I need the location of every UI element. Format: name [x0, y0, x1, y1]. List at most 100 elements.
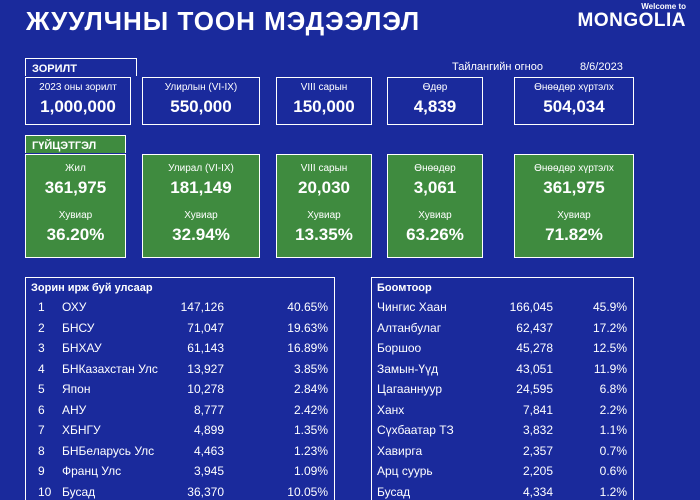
country-rank: 1	[38, 300, 45, 314]
country-name: БНКазахстан Улс	[62, 361, 158, 376]
performance-card-value: 181,149	[170, 178, 232, 197]
country-pct: 1.09%	[293, 464, 328, 478]
country-count: 36,370	[187, 484, 224, 499]
country-count: 71,047	[187, 320, 224, 335]
performance-card: Өнөөдөр хүртэлх 361,975 Хувиар 71.82%	[514, 154, 634, 258]
goal-card: 2023 оны зорилт 1,000,000	[25, 77, 131, 125]
country-count: 3,945	[193, 464, 224, 478]
report-date-value: 8/6/2023	[580, 61, 623, 73]
border-count: 4,334	[522, 484, 553, 499]
country-pct: 2.84%	[293, 382, 328, 396]
performance-card-label: VIII сарын	[300, 163, 348, 174]
performance-card-pct-label: Хувиар	[557, 210, 591, 221]
country-rank: 10	[38, 484, 52, 499]
border-name: Арц суурь	[377, 464, 433, 478]
performance-card-value: 3,061	[413, 178, 457, 197]
table-row: Хавирга 2,357 0.7%	[372, 442, 633, 463]
country-rank: 3	[38, 341, 45, 355]
brand-logo: Welcome to MONGOLIA	[578, 2, 687, 32]
performance-card-pct-label: Хувиар	[58, 210, 93, 221]
brand-welcome: Welcome to	[641, 2, 686, 11]
performance-card-pct-label: Хувиар	[184, 210, 218, 221]
performance-card-label: Өнөөдөр хүртэлх	[534, 163, 614, 174]
country-name: БНБеларусь Улс	[62, 443, 155, 458]
performance-card-pct: 71.82%	[545, 225, 603, 244]
border-count: 2,357	[522, 443, 553, 458]
goal-card: Улирлын (VI-IX) 550,000	[142, 77, 260, 125]
border-count: 3,832	[522, 423, 553, 437]
table-row: Чингис Хаан 166,045 45.9%	[372, 298, 633, 319]
border-name: Хавирга	[377, 443, 423, 458]
country-count: 61,143	[187, 341, 224, 355]
border-pct: 45.9%	[592, 300, 627, 314]
performance-card-value: 361,975	[44, 178, 107, 197]
border-count: 43,051	[516, 361, 553, 376]
table-row: 2 БНСУ 71,047 19.63%	[26, 319, 334, 340]
country-pct: 1.35%	[293, 423, 328, 437]
country-pct: 2.42%	[293, 402, 328, 417]
performance-section-label: ГҮЙЦЭТГЭЛ	[25, 135, 126, 153]
border-pct: 0.7%	[599, 443, 627, 458]
country-name: ОХУ	[62, 300, 87, 314]
page-title: ЖУУЛЧНЫ ТООН МЭДЭЭЛЭЛ	[26, 6, 421, 36]
country-count: 4,899	[193, 423, 224, 437]
performance-card: Жил 361,975 Хувиар 36.20%	[25, 154, 126, 258]
table-row: 8 БНБеларусь Улс 4,463 1.23%	[26, 442, 334, 463]
border-pct: 11.9%	[593, 361, 627, 376]
country-count: 10,278	[187, 382, 224, 396]
performance-card-pct: 32.94%	[172, 225, 230, 244]
goal-card-value: 150,000	[293, 97, 355, 116]
country-rank: 7	[38, 423, 45, 437]
country-name: БНСУ	[62, 320, 95, 335]
country-count: 8,777	[193, 402, 224, 417]
border-name: Боршоо	[377, 341, 422, 355]
goal-card-label: Өнөөдөр хүртэлх	[534, 82, 614, 93]
table-row: 3 БНХАУ 61,143 16.89%	[26, 339, 334, 360]
performance-card-pct-label: Хувиар	[307, 210, 341, 221]
table-row: Цагааннуур 24,595 6.8%	[372, 380, 633, 401]
performance-card-value: 361,975	[543, 178, 605, 197]
table-row: 10 Бусад 36,370 10.05%	[26, 483, 334, 500]
country-name: ХБНГУ	[62, 423, 101, 437]
report-date-label: Тайлангийн огноо	[452, 61, 543, 73]
border-name: Бусад	[377, 484, 411, 499]
border-pct: 1.1%	[599, 423, 627, 437]
countries-panel: Зорин ирж буй улсаар 1 ОХУ 147,126 40.65% 2 Б…	[25, 277, 335, 500]
goal-card: Өнөөдөр хүртэлх 504,034	[514, 77, 634, 125]
performance-card-pct-label: Хувиар	[418, 210, 452, 221]
country-count: 4,463	[193, 443, 224, 458]
border-pct: 2.2%	[599, 402, 627, 417]
table-row: 6 АНУ 8,777 2.42%	[26, 401, 334, 422]
border-name: Алтанбулаг	[377, 320, 442, 335]
border-name: Ханх	[377, 402, 405, 417]
borders-panel: Боомтоор Чингис Хаан 166,045 45.9% Алтанбул…	[371, 277, 634, 500]
goal-card-value: 4,839	[413, 97, 457, 116]
table-row: 4 БНКазахстан Улс 13,927 3.85%	[26, 360, 334, 381]
performance-card-pct: 13.35%	[295, 225, 353, 244]
table-row: 9 Франц Улс 3,945 1.09%	[26, 462, 334, 483]
goal-card-value: 550,000	[170, 97, 232, 116]
country-name: Бусад	[62, 484, 96, 499]
border-pct: 1.2%	[599, 484, 627, 499]
border-name: Цагааннуур	[377, 382, 443, 396]
goal-card-label: 2023 оны зорилт	[39, 82, 117, 93]
table-row: Ханх 7,841 2.2%	[372, 401, 633, 422]
table-row: Боршоо 45,278 12.5%	[372, 339, 633, 360]
border-count: 45,278	[516, 341, 553, 355]
table-row: Замын-Үүд 43,051 11.9%	[372, 360, 633, 381]
performance-card-pct: 36.20%	[46, 225, 105, 244]
country-pct: 16.89%	[287, 341, 328, 355]
goal-card-label: Өдөр	[422, 82, 448, 93]
country-pct: 1.23%	[293, 443, 328, 458]
border-pct: 6.8%	[599, 382, 627, 396]
border-count: 24,595	[516, 382, 553, 396]
country-name: БНХАУ	[62, 341, 102, 355]
table-row: Арц суурь 2,205 0.6%	[372, 462, 633, 483]
performance-card-value: 20,030	[298, 178, 350, 197]
border-name: Чингис Хаан	[377, 300, 447, 314]
goal-card-label: VIII сарын	[300, 82, 348, 93]
performance-card: Улирал (VI-IX) 181,149 Хувиар 32.94%	[142, 154, 260, 258]
country-pct: 19.63%	[287, 320, 328, 335]
goal-card: VIII сарын 150,000	[276, 77, 372, 125]
performance-card-pct: 63.26%	[406, 225, 464, 244]
